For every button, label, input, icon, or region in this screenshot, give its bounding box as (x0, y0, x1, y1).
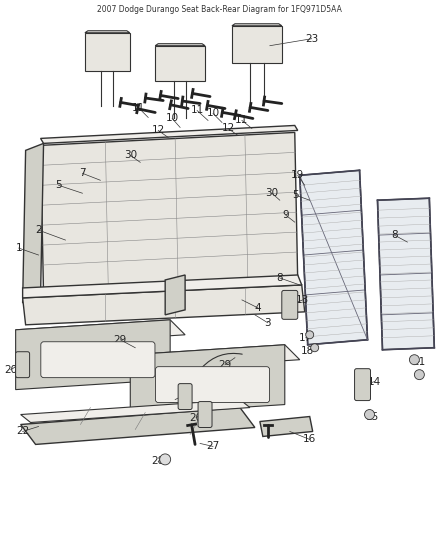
Text: 30: 30 (124, 150, 137, 160)
Text: 29: 29 (219, 360, 232, 370)
FancyBboxPatch shape (16, 352, 30, 378)
Polygon shape (21, 400, 250, 423)
Text: 11: 11 (191, 106, 204, 116)
Text: 12: 12 (221, 124, 235, 133)
Text: 12: 12 (152, 125, 165, 135)
Text: 11: 11 (235, 116, 248, 125)
Text: 8: 8 (276, 273, 283, 283)
FancyBboxPatch shape (198, 401, 212, 427)
Polygon shape (23, 275, 302, 298)
Polygon shape (165, 275, 185, 315)
FancyBboxPatch shape (155, 367, 270, 402)
Polygon shape (41, 125, 298, 143)
Text: 19: 19 (291, 170, 304, 180)
Polygon shape (85, 33, 130, 71)
Text: 23: 23 (305, 34, 318, 44)
Text: 20: 20 (190, 413, 203, 423)
Polygon shape (232, 26, 282, 63)
Text: 14: 14 (368, 377, 381, 386)
Polygon shape (155, 46, 205, 80)
Text: 30: 30 (265, 188, 279, 198)
Text: 20: 20 (4, 365, 17, 375)
Text: 20: 20 (169, 394, 182, 405)
Polygon shape (378, 198, 434, 350)
FancyBboxPatch shape (282, 290, 298, 319)
Polygon shape (16, 320, 185, 345)
Polygon shape (41, 132, 298, 295)
Text: 3: 3 (265, 318, 271, 328)
Polygon shape (23, 285, 305, 325)
Text: 2: 2 (35, 225, 42, 235)
FancyBboxPatch shape (355, 369, 371, 401)
FancyBboxPatch shape (178, 384, 192, 409)
Polygon shape (130, 345, 300, 370)
Circle shape (306, 331, 314, 339)
Text: 9: 9 (283, 210, 289, 220)
Text: 7: 7 (79, 168, 86, 179)
Text: 28: 28 (152, 456, 165, 466)
Text: 16: 16 (303, 434, 316, 445)
Circle shape (364, 409, 374, 419)
Polygon shape (21, 408, 255, 445)
Circle shape (414, 370, 424, 379)
Text: 27: 27 (206, 441, 219, 451)
Text: 11: 11 (132, 102, 145, 112)
Polygon shape (130, 345, 285, 415)
Polygon shape (155, 44, 205, 46)
FancyBboxPatch shape (41, 342, 155, 378)
Polygon shape (23, 143, 43, 303)
Text: 8: 8 (391, 230, 398, 240)
Text: 21: 21 (413, 357, 426, 367)
Text: 29: 29 (114, 335, 127, 345)
Text: 17: 17 (299, 333, 312, 343)
Text: 4: 4 (254, 303, 261, 313)
Text: 2007 Dodge Durango Seat Back-Rear Diagram for 1FQ971D5AA: 2007 Dodge Durango Seat Back-Rear Diagra… (96, 5, 342, 14)
Polygon shape (85, 31, 130, 33)
Text: 1: 1 (15, 243, 22, 253)
Polygon shape (16, 320, 170, 390)
Polygon shape (232, 24, 282, 26)
Text: 10: 10 (166, 114, 179, 124)
Text: 10: 10 (206, 109, 219, 118)
Text: 5: 5 (55, 180, 62, 190)
Text: 13: 13 (296, 295, 309, 305)
Circle shape (410, 355, 419, 365)
Text: 5: 5 (293, 190, 299, 200)
Text: 18: 18 (301, 346, 314, 356)
Text: 15: 15 (366, 411, 379, 422)
Polygon shape (260, 416, 313, 437)
Circle shape (160, 454, 171, 465)
Circle shape (311, 344, 319, 352)
Text: 22: 22 (16, 426, 29, 437)
Polygon shape (300, 171, 367, 345)
